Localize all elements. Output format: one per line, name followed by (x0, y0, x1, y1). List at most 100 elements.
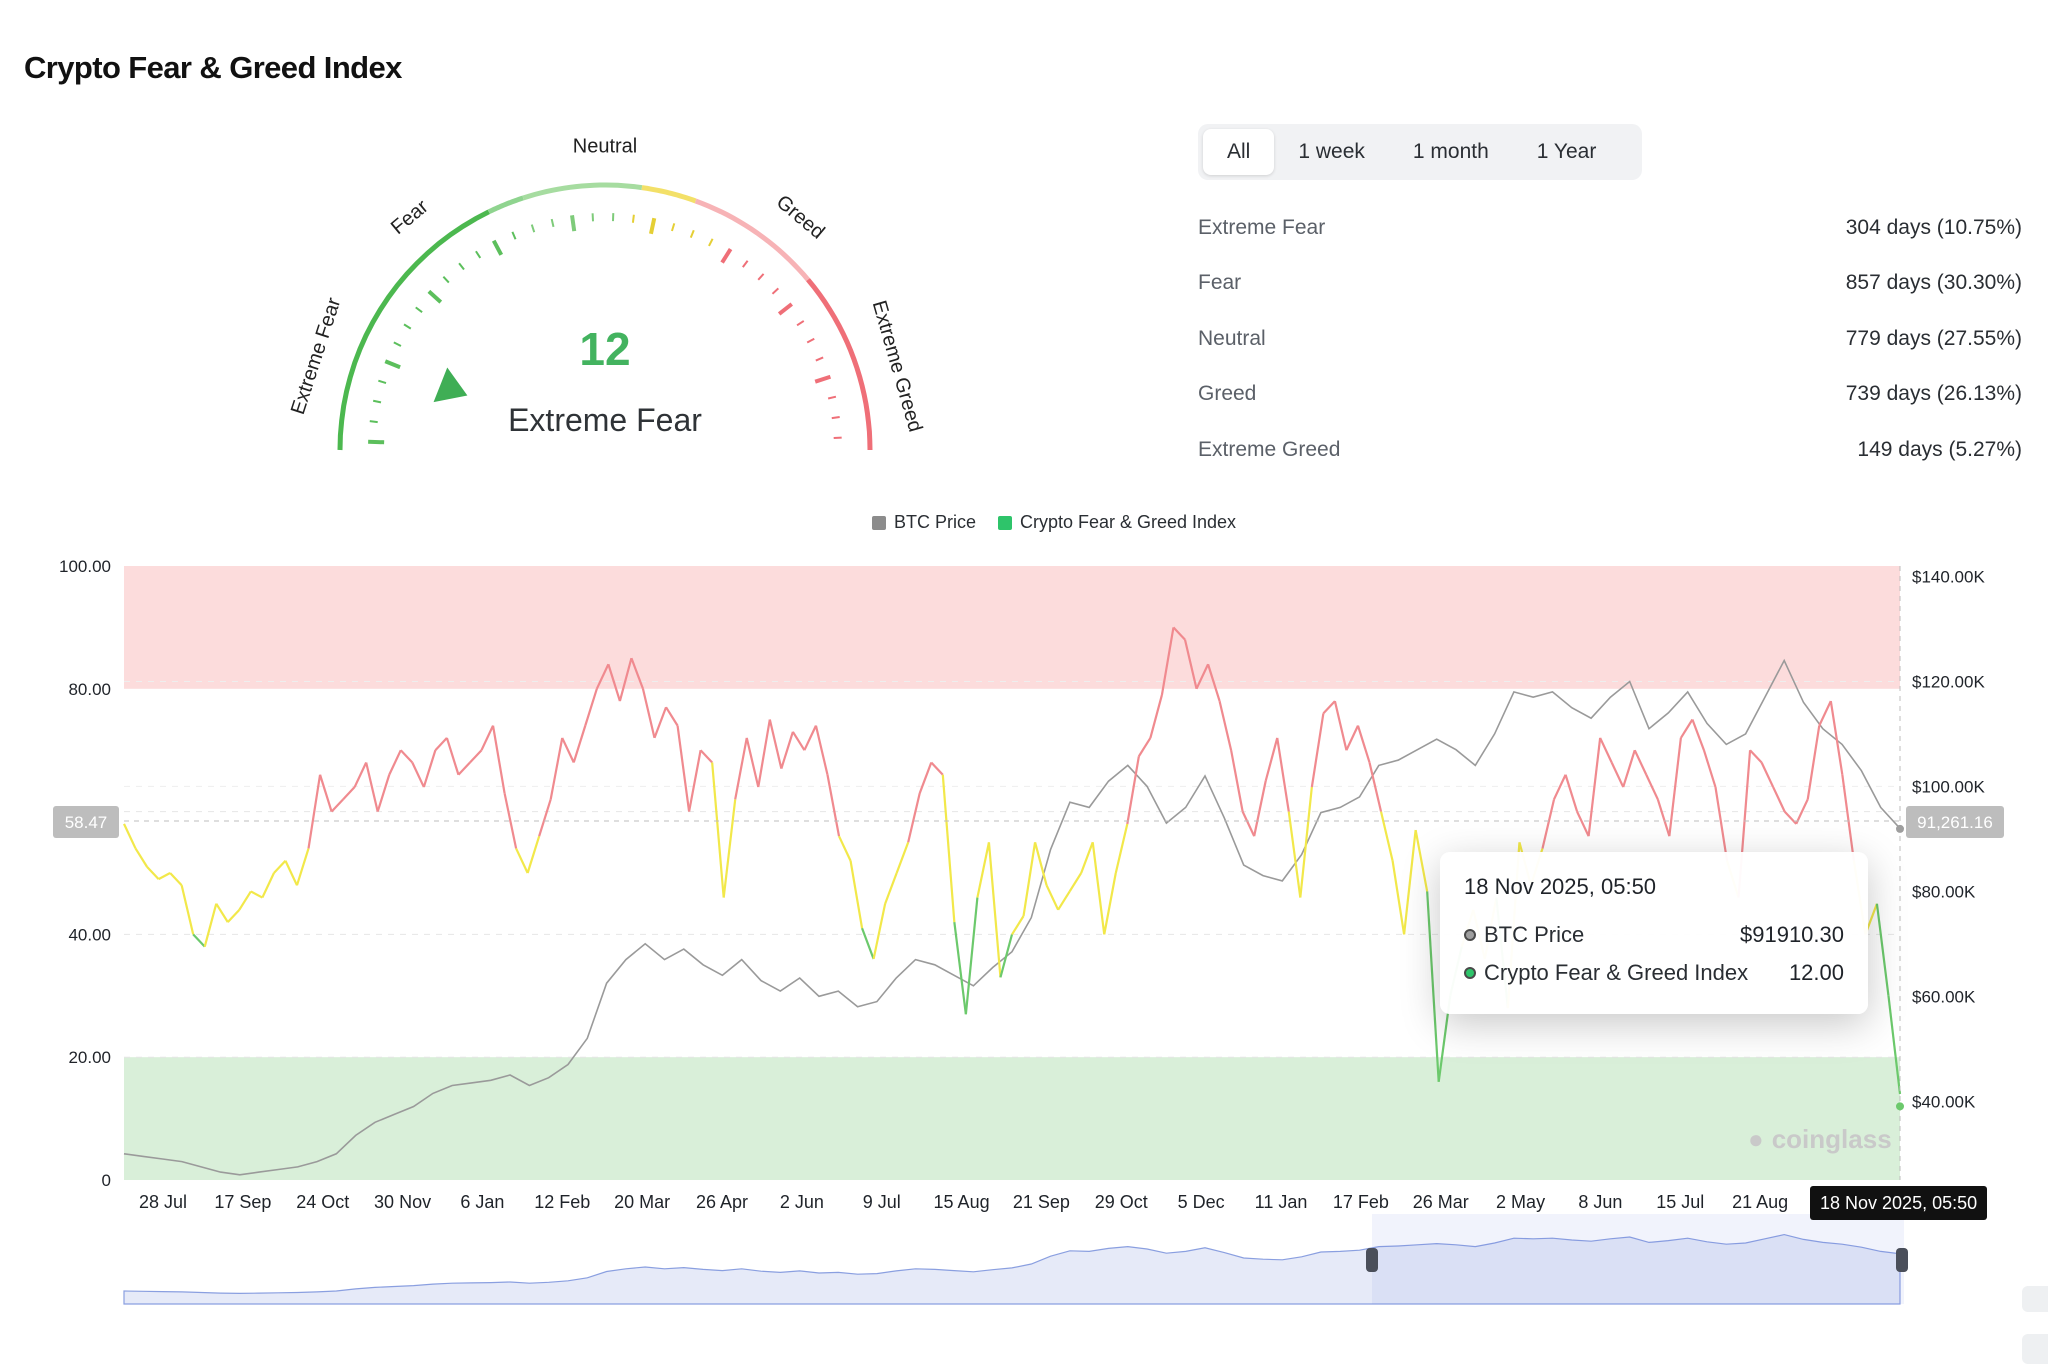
y-left-tick-label: 0 (102, 1171, 111, 1190)
series-segment-fear-greed (134, 847, 148, 868)
series-segment-fear-greed (457, 761, 471, 776)
stat-row-neutral: Neutral 779 days (27.55%) (1198, 311, 2022, 367)
tab-1-month[interactable]: 1 month (1412, 140, 1489, 163)
series-segment-fear-greed (1414, 829, 1429, 892)
gauge-tick (393, 341, 402, 347)
coinglass-watermark: ● coinglass (1748, 1124, 1892, 1155)
tooltip-dot-icon (1464, 929, 1476, 941)
tooltip-series-name: BTC Price (1484, 922, 1585, 947)
gauge-label: Extreme Fear (508, 402, 702, 438)
gauge-value: 12 (579, 323, 631, 375)
series-segment-fear-greed (595, 663, 610, 690)
gauge-tick (372, 399, 382, 404)
gauge-arc-segment (641, 185, 697, 204)
series-segment-fear-greed (872, 903, 887, 960)
tooltip-row-index: Crypto Fear & Greed Index 12.00 (1464, 960, 1844, 986)
series-segment-fear-greed (1426, 891, 1440, 1082)
series-segment-fear-greed (146, 866, 160, 880)
x-tick-label: 2 Jun (780, 1192, 824, 1212)
settings-gear-icon[interactable] (2022, 1286, 2048, 1312)
series-segment-fear-greed (1160, 627, 1175, 696)
series-segment-fear-greed (1183, 639, 1198, 690)
tooltip-series-value: $91910.30 (1740, 922, 1844, 947)
x-tick-label: 26 Mar (1413, 1192, 1469, 1212)
tab-1-year[interactable]: 1 Year (1536, 140, 1597, 163)
stat-name: Extreme Greed (1198, 437, 1341, 461)
y-left-tick-label: 100.00 (59, 557, 111, 576)
series-segment-fear-greed (226, 909, 241, 923)
series-segment-fear-greed (561, 737, 575, 763)
series-segment-fear-greed (353, 762, 368, 788)
gauge-tick (415, 306, 423, 313)
tooltip-series-value: 12.00 (1788, 960, 1844, 985)
edit-icon[interactable] (2022, 1334, 2048, 1364)
series-segment-fear-greed (1403, 829, 1417, 935)
gauge-tick (814, 374, 832, 384)
series-segment-fear-greed (1679, 718, 1694, 739)
series-segment-fear-greed (1299, 786, 1313, 898)
gauge-tick (511, 231, 517, 240)
series-segment-fear-greed (584, 688, 598, 726)
series-segment-fear-greed (1806, 725, 1821, 800)
navigator-handle (1896, 1248, 1908, 1272)
legend-item-btc-price[interactable]: BTC Price (871, 512, 976, 533)
series-segment-fear-greed (1564, 774, 1579, 812)
x-tick-label: 11 Jan (1255, 1192, 1308, 1212)
series-segment-fear-greed (215, 903, 229, 923)
gauge-tick (806, 337, 815, 344)
series-segment-fear-greed (745, 737, 760, 788)
y-left-tick-label: 40.00 (68, 925, 111, 944)
gauge-arc-segment (522, 182, 643, 201)
series-segment-fear-greed (768, 719, 783, 769)
series-segment-fear-greed (1841, 774, 1855, 861)
series-segment-fear-greed (1045, 884, 1060, 911)
series-segment-fear-greed (918, 762, 933, 794)
crosshair-left-badge (53, 805, 119, 838)
series-segment-fear-greed (1829, 700, 1844, 775)
series-segment-fear-greed (515, 847, 529, 874)
series-segment-fear-greed (976, 842, 991, 898)
gauge-tick (550, 218, 555, 228)
stat-row-fear: Fear 857 days (30.30%) (1198, 256, 2022, 312)
series-segment-fear-greed (1772, 786, 1786, 813)
series-segment-fear-greed (1553, 774, 1567, 800)
gauge-tick (427, 289, 443, 304)
hover-point-fear-greed (1896, 1102, 1904, 1111)
tab-all[interactable]: All (1203, 129, 1275, 175)
series-segment-fear-greed (688, 749, 702, 812)
series-segment-fear-greed (434, 737, 448, 751)
series-segment-fear-greed (1633, 749, 1648, 776)
series-segment-fear-greed (365, 762, 379, 812)
series-segment-fear-greed (1241, 811, 1256, 837)
crosshair-date-badge: 18 Nov 2025, 05:50 (1810, 1186, 1988, 1220)
series-segment-fear-greed (1610, 762, 1625, 788)
series-segment-fear-greed (319, 774, 333, 812)
x-tick-label: 28 Jul (139, 1192, 187, 1212)
series-segment-fear-greed (607, 663, 621, 702)
series-segment-fear-greed (1034, 842, 1048, 886)
series-segment-fear-greed (1818, 700, 1832, 727)
gauge-pointer-icon (433, 367, 468, 403)
series-segment-fear-greed (1622, 749, 1636, 788)
series-segment-fear-greed (1356, 725, 1371, 763)
series-segment-fear-greed (1783, 810, 1798, 825)
x-tick-label: 30 Nov (374, 1192, 431, 1212)
legend-item-fear-greed[interactable]: Crypto Fear & Greed Index (997, 512, 1237, 533)
series-segment-fear-greed (1080, 841, 1094, 874)
series-segment-fear-greed (838, 835, 852, 862)
series-segment-fear-greed (699, 749, 713, 764)
series-segment-fear-greed (1149, 694, 1163, 739)
series-segment-fear-greed (665, 706, 679, 727)
legend-label: Crypto Fear & Greed Index (1019, 512, 1237, 532)
series-segment-fear-greed (388, 749, 402, 776)
tab-1-week[interactable]: 1 week (1298, 140, 1365, 163)
series-segment-fear-greed (538, 798, 552, 837)
series-segment-fear-greed (284, 860, 298, 886)
series-segment-fear-greed (861, 927, 875, 960)
series-segment-fear-greed (491, 725, 506, 794)
band-extreme-greed (124, 566, 1900, 689)
navigator-series (123, 1233, 1901, 1305)
series-segment-fear-greed (1760, 762, 1775, 788)
series-segment-fear-greed (1368, 762, 1383, 812)
